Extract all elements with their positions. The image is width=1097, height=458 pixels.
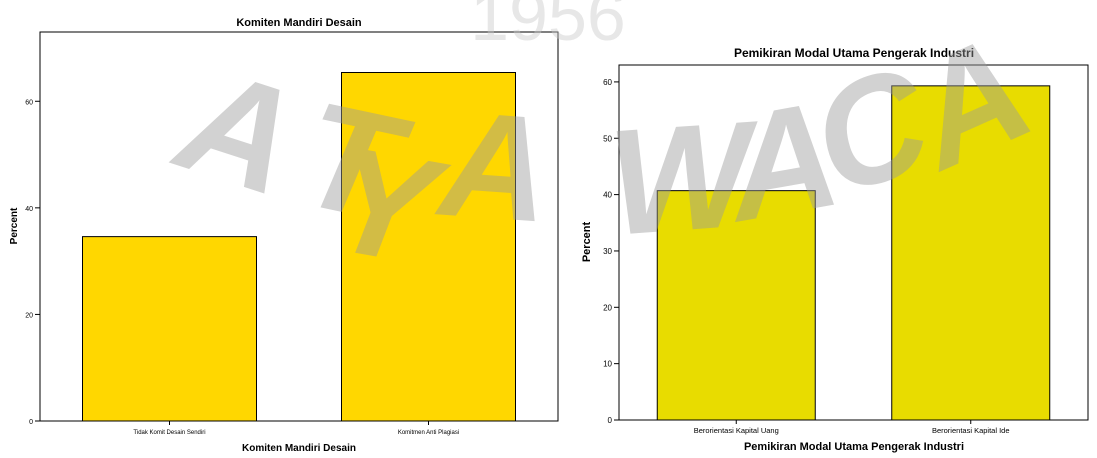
- chart-1-bar-1: [82, 236, 257, 422]
- chart-2-y-tick-label-4: 30: [603, 247, 612, 256]
- chart-1: Komiten Mandiri Desain Percent Komiten M…: [9, 17, 559, 454]
- chart-1-title: Komiten Mandiri Desain: [236, 17, 362, 29]
- chart-1-y-axis-title: Percent: [9, 207, 20, 244]
- chart-2-x-axis-title: Pemikiran Modal Utama Pengerak Industri: [744, 441, 964, 453]
- chart-2-bar-2: [891, 85, 1051, 421]
- chart-2-y-tick-label-1: 0: [608, 416, 613, 425]
- chart-1-y-tick-label-3: 40: [25, 206, 33, 213]
- chart-2-y-tick-label-5: 40: [603, 191, 612, 200]
- chart-2: Pemikiran Modal Utama Pengerak Industri …: [581, 46, 1089, 453]
- chart-2-y-tick-label-6: 50: [603, 134, 612, 143]
- chart-2-y-tick-label-2: 10: [603, 360, 612, 369]
- chart-1-x-tick-label-2: Komitmen Anti Plagiasi: [398, 430, 459, 436]
- chart-2-title: Pemikiran Modal Utama Pengerak Industri: [734, 46, 974, 60]
- chart-2-y-axis-title: Percent: [581, 221, 593, 262]
- chart-1-x-tick-label-1: Tidak Komit Desain Sendiri: [133, 430, 205, 436]
- chart-1-bar-2: [341, 71, 516, 422]
- chart-2-bar-1: [656, 190, 816, 421]
- chart-2-y-tick-label-7: 60: [603, 78, 612, 87]
- chart-1-x-axis-title: Komiten Mandiri Desain: [242, 443, 356, 454]
- chart-1-y-tick-label-1: 0: [29, 419, 33, 426]
- chart-1-y-tick-label-2: 20: [25, 312, 33, 319]
- chart-2-x-tick-label-1: Berorientasi Kapital Uang: [694, 426, 779, 435]
- chart-1-y-tick-label-4: 60: [25, 99, 33, 106]
- chart-2-y-tick-label-3: 20: [603, 303, 612, 312]
- chart-2-x-tick-label-2: Berorientasi Kapital Ide: [932, 426, 1010, 435]
